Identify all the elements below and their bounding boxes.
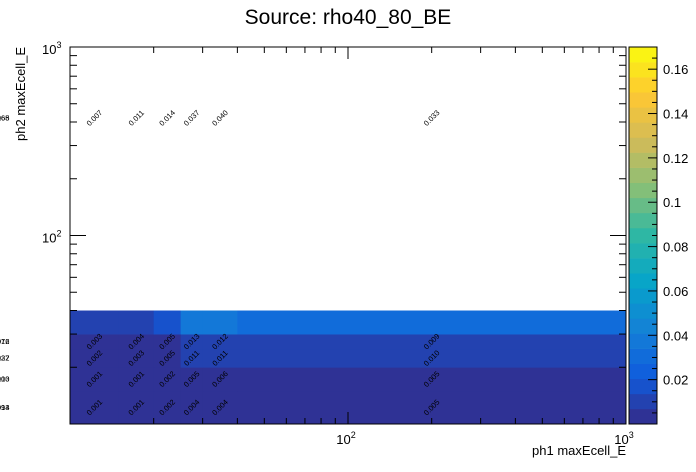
color-scale-band: [629, 363, 657, 380]
cell-value-label: 0.037: [182, 108, 202, 128]
color-scale-tick-label: 0.08: [663, 240, 688, 255]
y-tick-label: 102: [42, 229, 61, 246]
color-scale-tick-label: 0.06: [663, 284, 688, 299]
color-scale-tick-label: 0.1: [663, 195, 681, 210]
color-scale-tick-label: 0.12: [663, 151, 688, 166]
color-scale-band: [629, 77, 657, 93]
color-scale-band: [629, 258, 657, 274]
color-scale-band: [629, 408, 657, 425]
heatmap-cell: [153, 310, 182, 335]
color-scale-band: [629, 62, 657, 78]
cell-value-label: 0.013: [0, 375, 9, 384]
color-scale-band: [629, 107, 657, 123]
color-scale-band: [629, 92, 657, 108]
heatmap-cell: [153, 367, 182, 392]
heatmap-cell: [237, 334, 627, 350]
cell-value-label: 0.093: [0, 403, 9, 412]
heatmap-cell: [180, 348, 204, 368]
heatmap-cell: [180, 334, 204, 350]
cell-value-label: 0.011: [127, 108, 146, 127]
heatmap-cell: [237, 310, 627, 335]
cell-value-label: 0.007: [85, 108, 105, 128]
color-scale-band: [629, 243, 657, 259]
color-scale-band: [629, 303, 657, 319]
heatmap-cells: [70, 310, 627, 425]
color-scale-band: [629, 182, 657, 199]
color-scale-bar: 0.02 0.04 0.06 0.08 0.1 0.12 0.14 0.16: [628, 46, 688, 425]
color-scale-band: [629, 378, 657, 395]
heatmap-cell: [237, 348, 627, 368]
y-axis-label: ph2 maxEcell_E: [13, 47, 28, 141]
color-scale-band: [629, 273, 657, 289]
heatmap-cell: [118, 310, 155, 335]
cell-value-label: 0.100: [0, 375, 9, 384]
color-scale-band: [629, 318, 657, 334]
color-scale-band: [629, 333, 657, 349]
color-scale-tick-label: 0.14: [663, 107, 688, 122]
cell-value-label: 0.022: [0, 354, 9, 363]
color-scale-band: [629, 167, 657, 184]
heatmap-cell: [118, 367, 155, 392]
color-scale-band: [629, 122, 657, 138]
color-scale-band: [629, 393, 657, 410]
cell-value-label: 0.072: [0, 337, 9, 346]
heatmap-cell: [202, 390, 238, 425]
heatmap-cell: [202, 367, 238, 392]
cell-value-label: 0.040: [210, 108, 230, 128]
color-scale-band: [629, 197, 657, 214]
cell-value-label: 0.014: [157, 108, 177, 128]
cell-value-label: 0.065: [0, 114, 9, 123]
heatmap-cell: [180, 310, 204, 335]
color-scale-tick-label: 0.02: [663, 373, 688, 388]
x-tick-label: 102: [336, 430, 355, 447]
cell-value-label: 0.014: [0, 403, 9, 412]
cell-value-label: 0.016: [0, 337, 9, 346]
color-scale-band: [629, 137, 657, 153]
heatmap-cell: [180, 390, 204, 425]
x-axis-label: ph1 maxEcell_E: [532, 443, 626, 458]
heatmap-cell: [118, 390, 155, 425]
heatmap-cell: [180, 367, 204, 392]
heatmap-cell: [202, 310, 238, 335]
color-scale-band: [629, 47, 657, 63]
heatmap-cell: [202, 334, 238, 350]
heatmap-cell: [153, 334, 182, 350]
cell-value-label: 0.033: [422, 108, 442, 128]
heatmap-cell: [70, 348, 120, 368]
heatmap-cell: [153, 390, 182, 425]
color-scale-band: [629, 152, 657, 168]
chart-title: Source: rho40_80_BE: [245, 6, 452, 29]
color-scale-band: [629, 348, 657, 364]
heatmap-cell: [70, 334, 120, 350]
heatmap-cell: [118, 334, 155, 350]
color-scale-band: [629, 227, 657, 244]
heatmap-cell: [70, 367, 120, 392]
heatmap-cell: [118, 348, 155, 368]
y-tick-label: 103: [42, 40, 61, 57]
color-scale-tick-label: 0.04: [663, 328, 688, 343]
heatmap-cell: [70, 310, 120, 335]
heatmap-cell: [237, 367, 627, 392]
cell-value-label: 0.168: [0, 114, 9, 123]
heatmap-cell: [202, 348, 238, 368]
color-scale-tick-label: 0.16: [663, 62, 688, 77]
color-scale-band: [629, 212, 657, 229]
heatmap-cell: [70, 390, 120, 425]
heatmap-cell: [153, 348, 182, 368]
cell-value-label: 0.137: [0, 354, 9, 363]
color-scale-band: [629, 288, 657, 304]
